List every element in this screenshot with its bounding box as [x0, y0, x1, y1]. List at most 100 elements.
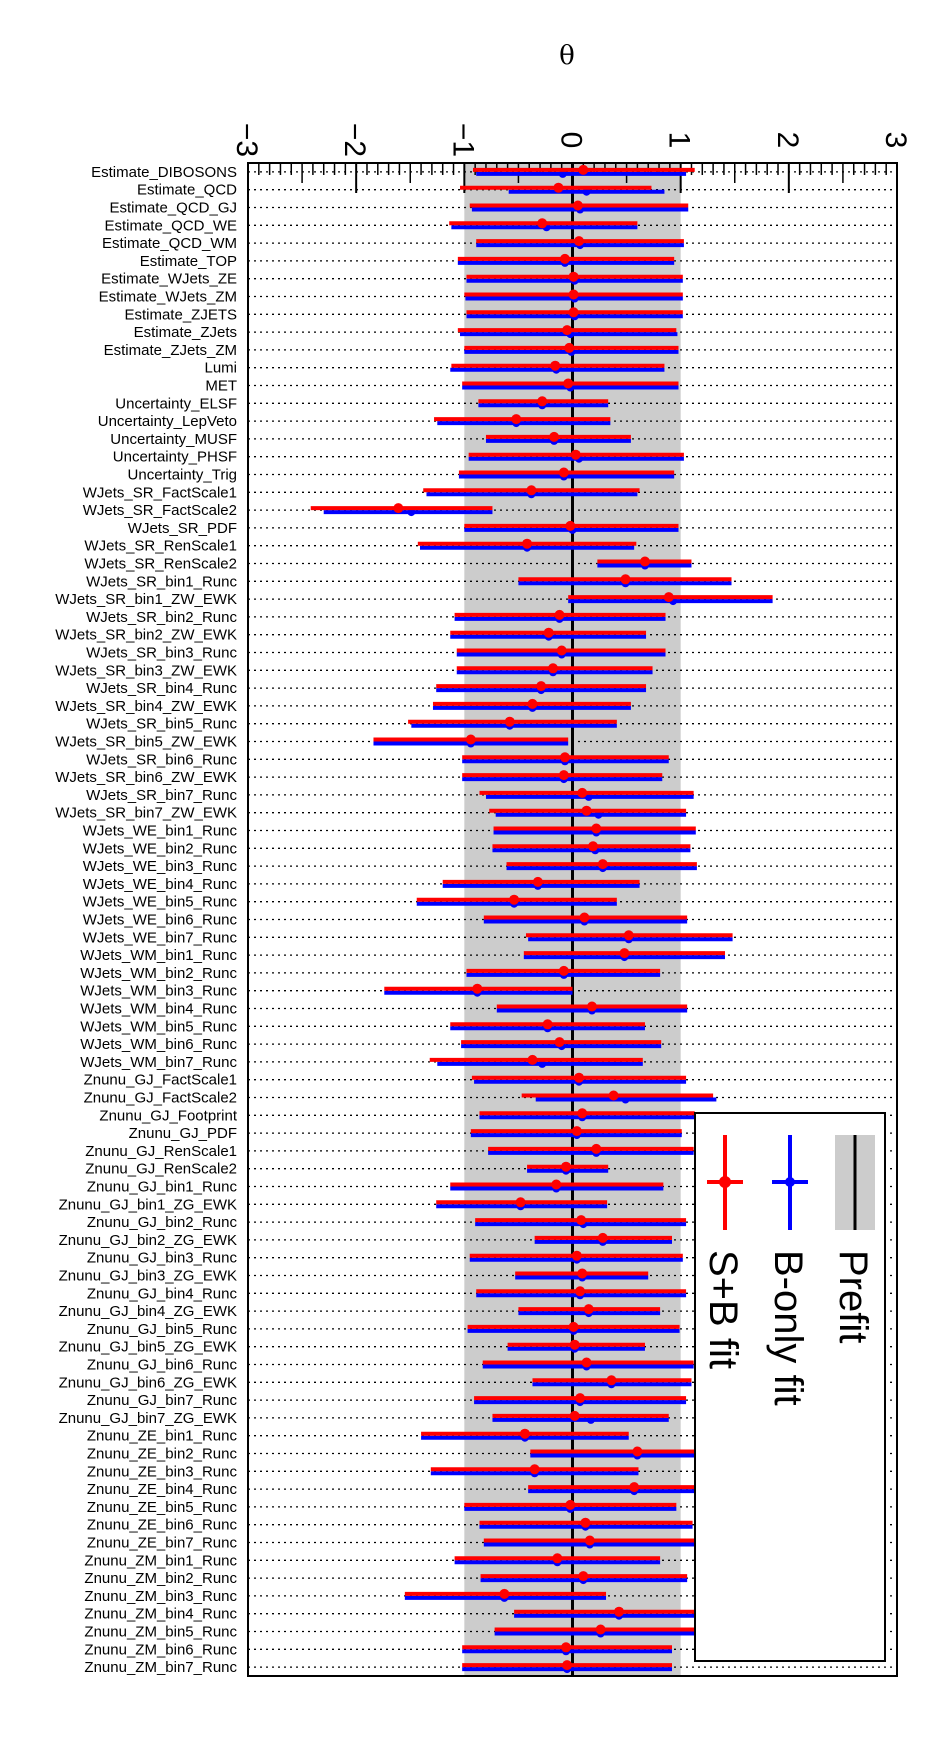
splusb-point: [565, 520, 576, 531]
parameter-label: WJets_SR_bin7_Runc: [86, 787, 237, 804]
legend-splusb-point: [719, 1176, 731, 1188]
parameter-label: WJets_SR_PDF: [128, 520, 237, 537]
parameter-label: WJets_SR_FactScale1: [83, 484, 237, 501]
splusb-point: [623, 930, 634, 941]
splusb-point: [597, 859, 608, 870]
parameter-label: Estimate_QCD_WE: [104, 217, 237, 234]
parameter-label: Znunu_GJ_bin1_Runc: [87, 1179, 238, 1196]
splusb-point: [549, 431, 560, 442]
x-tick-label: 3: [879, 132, 912, 149]
splusb-point: [527, 698, 538, 709]
parameter-label: Uncertainty_MUSF: [110, 431, 237, 448]
parameter-label: WJets_SR_bin5_Runc: [86, 716, 237, 733]
splusb-point: [537, 218, 548, 229]
splusb-point: [569, 1410, 580, 1421]
parameter-label: Znunu_GJ_Footprint: [99, 1107, 237, 1124]
parameter-label: WJets_WM_bin5_Runc: [80, 1018, 237, 1035]
splusb-point: [515, 1197, 526, 1208]
splusb-point: [639, 556, 650, 567]
splusb-point: [550, 360, 561, 371]
splusb-point: [581, 805, 592, 816]
parameter-label: Znunu_GJ_bin5_Runc: [87, 1321, 238, 1338]
parameter-label: Estimate_DIBOSONS: [91, 164, 237, 181]
parameter-label: Znunu_ZE_bin4_Runc: [87, 1481, 238, 1498]
parameter-label: Znunu_ZE_bin6_Runc: [87, 1517, 238, 1534]
splusb-point: [572, 200, 583, 211]
splusb-point: [499, 1588, 510, 1599]
parameter-label: Uncertainty_Trig: [128, 467, 237, 484]
splusb-point: [606, 1375, 617, 1386]
splusb-point: [565, 1499, 576, 1510]
splusb-point: [551, 1179, 562, 1190]
parameter-label: WJets_SR_bin4_ZW_EWK: [55, 698, 237, 715]
parameter-label: WJets_WM_bin4_Runc: [80, 1001, 237, 1018]
parameter-label: WJets_WE_bin1_Runc: [83, 823, 238, 840]
parameter-label: Znunu_GJ_bin6_Runc: [87, 1357, 238, 1374]
splusb-point: [568, 271, 579, 282]
parameter-label: Znunu_GJ_bin4_Runc: [87, 1285, 238, 1302]
parameter-label: Estimate_ZJets_ZM: [104, 342, 237, 359]
parameter-label: WJets_WM_bin6_Runc: [80, 1036, 237, 1053]
splusb-point: [537, 396, 548, 407]
splusb-point: [570, 449, 581, 460]
parameter-label: WJets_SR_RenScale2: [84, 556, 237, 573]
splusb-point: [472, 983, 483, 994]
splusb-point: [554, 609, 565, 620]
splusb-point: [527, 1054, 538, 1065]
splusb-point: [586, 1001, 597, 1012]
parameter-label: Znunu_GJ_bin7_Runc: [87, 1392, 238, 1409]
splusb-point: [559, 752, 570, 763]
parameter-label: WJets_WE_bin2_Runc: [83, 840, 238, 857]
splusb-point: [568, 289, 579, 300]
parameter-label: Znunu_ZE_bin1_Runc: [87, 1428, 238, 1445]
parameter-label: Znunu_GJ_bin1_ZG_EWK: [59, 1196, 237, 1213]
splusb-point: [619, 948, 630, 959]
parameter-label: Znunu_GJ_bin2_ZG_EWK: [59, 1232, 237, 1249]
splusb-point: [542, 1019, 553, 1030]
parameter-label: Estimate_TOP: [140, 253, 237, 270]
splusb-point: [532, 876, 543, 887]
parameter-label: MET: [205, 378, 237, 395]
parameter-label: Znunu_ZM_bin7_Runc: [84, 1659, 237, 1676]
splusb-point: [663, 592, 674, 603]
parameter-label: WJets_WM_bin3_Runc: [80, 983, 237, 1000]
splusb-point: [573, 1072, 584, 1083]
parameter-label: Estimate_QCD_WM: [102, 235, 237, 252]
splusb-point: [578, 1571, 589, 1582]
parameter-label: Znunu_ZE_bin7_Runc: [87, 1535, 238, 1552]
splusb-point: [614, 1606, 625, 1617]
splusb-point: [571, 1250, 582, 1261]
splusb-point: [465, 734, 476, 745]
splusb-point: [578, 164, 589, 175]
splusb-point: [577, 787, 588, 798]
x-tick-label: 2: [771, 132, 804, 149]
splusb-point: [519, 1428, 530, 1439]
x-tick-label: 0: [555, 132, 588, 149]
parameter-label: Znunu_GJ_bin3_Runc: [87, 1250, 238, 1267]
splusb-point: [632, 1446, 643, 1457]
splusb-point: [568, 1321, 579, 1332]
parameter-label: WJets_WM_bin1_Runc: [80, 947, 237, 964]
splusb-point: [526, 485, 537, 496]
parameter-label: WJets_SR_RenScale1: [84, 538, 237, 555]
splusb-point: [536, 681, 547, 692]
splusb-point: [588, 841, 599, 852]
parameter-label: WJets_SR_FactScale2: [83, 502, 237, 519]
parameter-label: WJets_SR_bin3_Runc: [86, 645, 237, 662]
parameter-label: Estimate_ZJets: [134, 324, 237, 341]
parameter-label: WJets_SR_bin5_ZW_EWK: [55, 734, 237, 751]
splusb-point: [575, 1286, 586, 1297]
splusb-point: [575, 1393, 586, 1404]
splusb-point: [559, 253, 570, 264]
splusb-point: [522, 538, 533, 549]
splusb-point: [576, 1215, 587, 1226]
parameter-label: WJets_SR_bin1_ZW_EWK: [55, 591, 237, 608]
x-tick-label: 1: [663, 132, 696, 149]
parameter-label: Znunu_ZM_bin4_Runc: [84, 1606, 237, 1623]
splusb-point: [556, 645, 567, 656]
parameter-label: WJets_SR_bin6_Runc: [86, 751, 237, 768]
splusb-point: [561, 1642, 572, 1653]
splusb-point: [543, 627, 554, 638]
parameter-label: Znunu_ZE_bin5_Runc: [87, 1499, 238, 1516]
